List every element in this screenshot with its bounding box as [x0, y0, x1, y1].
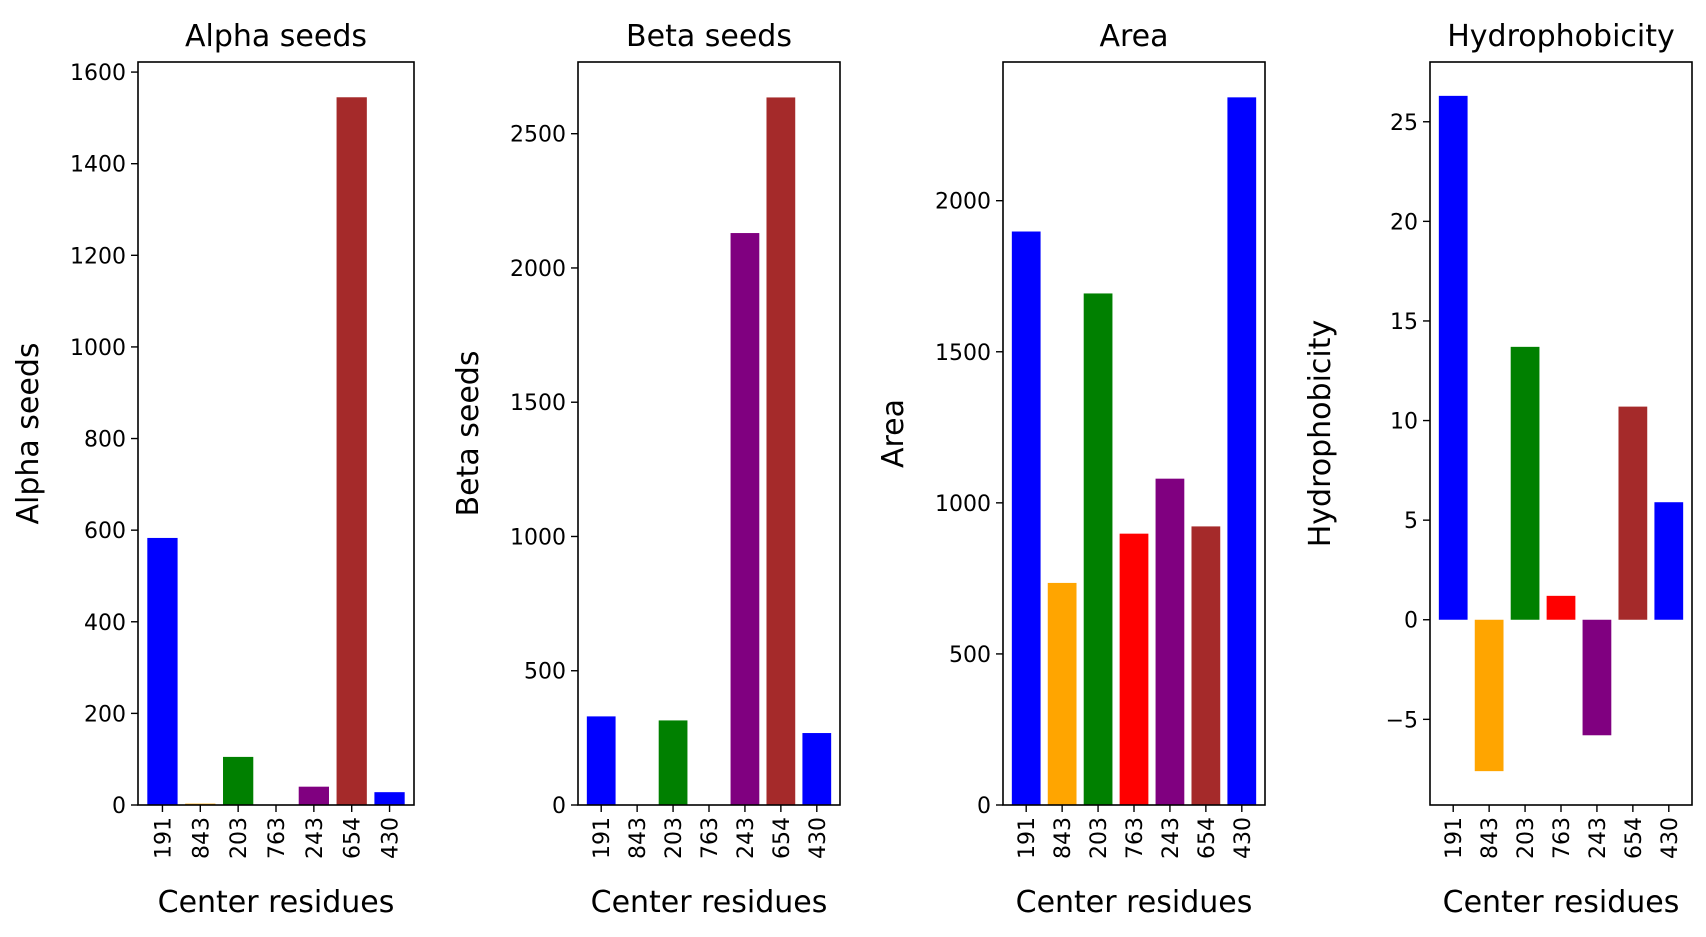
x-tick-label: 430	[379, 817, 404, 859]
bar	[1155, 478, 1185, 805]
bar	[1083, 293, 1113, 805]
x-tick-label: 243	[1159, 817, 1184, 859]
panel-title: Beta seeds	[626, 19, 792, 54]
bar	[1227, 97, 1257, 806]
bar	[1011, 231, 1041, 805]
x-tick-label: 843	[1478, 817, 1503, 859]
bar	[1618, 406, 1648, 620]
axes-frame	[577, 61, 841, 806]
bar	[1654, 502, 1684, 620]
y-tick-label: 15	[1390, 310, 1418, 335]
x-tick-label: 243	[734, 817, 759, 859]
panel-title: Area	[1099, 19, 1168, 54]
y-tick-label: 2000	[935, 190, 991, 215]
x-tick-label: 763	[1123, 817, 1148, 859]
x-tick-label: 191	[590, 817, 615, 859]
chart-panel-3: 0 500 1000 1500 2000 191 843 203 763 243 654 430 Are…	[876, 19, 1266, 920]
y-tick-label: 0	[552, 794, 566, 819]
bar	[223, 756, 254, 805]
x-axis-label: Center residues	[1016, 885, 1253, 920]
bar	[730, 233, 760, 806]
bar	[1582, 619, 1612, 736]
y-tick-label: 2000	[510, 257, 566, 282]
x-tick-label: 654	[1622, 817, 1647, 859]
y-tick-label: 1000	[70, 336, 126, 361]
bar	[1474, 619, 1504, 772]
chart-panel-4: −5 0 5 10 15 20 25 191 843 203 763 243 654 430 Hydroph…	[1303, 19, 1693, 920]
y-tick-label: 1500	[935, 341, 991, 366]
x-tick-label: 191	[1015, 817, 1040, 859]
y-tick-label: 200	[84, 702, 126, 727]
bar	[766, 97, 796, 805]
y-tick-label: 25	[1390, 111, 1418, 136]
x-tick-label: 191	[1442, 817, 1467, 859]
y-tick-label: 600	[84, 519, 126, 544]
x-tick-label: 203	[1514, 817, 1539, 859]
y-tick-label: 1400	[70, 153, 126, 178]
bar	[658, 720, 688, 805]
bar	[147, 537, 178, 805]
y-tick-label: 500	[949, 643, 991, 668]
y-tick-label: 800	[84, 428, 126, 453]
panel-title: Alpha seeds	[185, 19, 367, 54]
bar	[1438, 95, 1468, 620]
x-axis-label: Center residues	[158, 885, 395, 920]
y-tick-label: 1000	[935, 492, 991, 517]
y-tick-label: 1200	[70, 244, 126, 269]
bar	[1047, 582, 1077, 805]
x-tick-label: 430	[806, 817, 831, 859]
x-tick-label: 763	[265, 817, 290, 859]
y-tick-label: 500	[524, 660, 566, 685]
bar	[1510, 346, 1540, 620]
y-tick-label: 1600	[70, 61, 126, 86]
chart-panel-2: 0 500 1000 1500 2000 2500 191 843 203 763 243 654 43…	[451, 19, 841, 920]
y-tick-label: 0	[1404, 609, 1418, 634]
x-tick-label: 243	[1586, 817, 1611, 859]
y-tick-label: 2500	[510, 123, 566, 148]
x-tick-label: 243	[303, 817, 328, 859]
y-axis-label: Alpha seeds	[11, 342, 46, 524]
chart-panel-1: 0 200 400 600 800 1000 1200 1400 1600 191 843 203 76…	[11, 19, 415, 920]
y-tick-label: 0	[977, 794, 991, 819]
axes-frame	[137, 61, 415, 806]
bar	[1546, 595, 1576, 620]
panel-title: Hydrophobicity	[1447, 19, 1675, 54]
x-tick-label: 203	[1087, 817, 1112, 859]
bar	[802, 733, 832, 805]
x-tick-label: 843	[189, 817, 214, 859]
y-axis-label: Hydrophobicity	[1303, 320, 1338, 548]
y-tick-label: 1000	[510, 525, 566, 550]
x-tick-label: 763	[698, 817, 723, 859]
y-tick-label: −5	[1386, 708, 1418, 733]
x-tick-label: 654	[770, 817, 795, 859]
x-tick-label: 430	[1231, 817, 1256, 859]
x-tick-label: 203	[662, 817, 687, 859]
bar	[586, 716, 616, 805]
y-tick-label: 20	[1390, 210, 1418, 235]
x-tick-label: 203	[227, 817, 252, 859]
bar	[298, 786, 329, 805]
y-axis-label: Area	[876, 399, 911, 468]
y-tick-label: 0	[112, 794, 126, 819]
y-tick-label: 1500	[510, 391, 566, 416]
y-tick-label: 400	[84, 611, 126, 636]
y-tick-label: 5	[1404, 509, 1418, 534]
x-tick-label: 763	[1550, 817, 1575, 859]
x-tick-label: 191	[151, 817, 176, 859]
x-tick-label: 430	[1658, 817, 1683, 859]
bar	[336, 97, 367, 805]
x-axis-label: Center residues	[1443, 885, 1680, 920]
axes-frame	[1429, 61, 1693, 806]
y-axis-label: Beta seeds	[451, 351, 486, 517]
y-tick-label: 10	[1390, 410, 1418, 435]
x-axis-label: Center residues	[591, 885, 828, 920]
bar	[1191, 526, 1221, 805]
x-tick-label: 843	[1051, 817, 1076, 859]
x-tick-label: 654	[1195, 817, 1220, 859]
bar	[374, 792, 405, 805]
bar	[1119, 533, 1149, 805]
x-tick-label: 843	[626, 817, 651, 859]
x-tick-label: 654	[341, 817, 366, 859]
